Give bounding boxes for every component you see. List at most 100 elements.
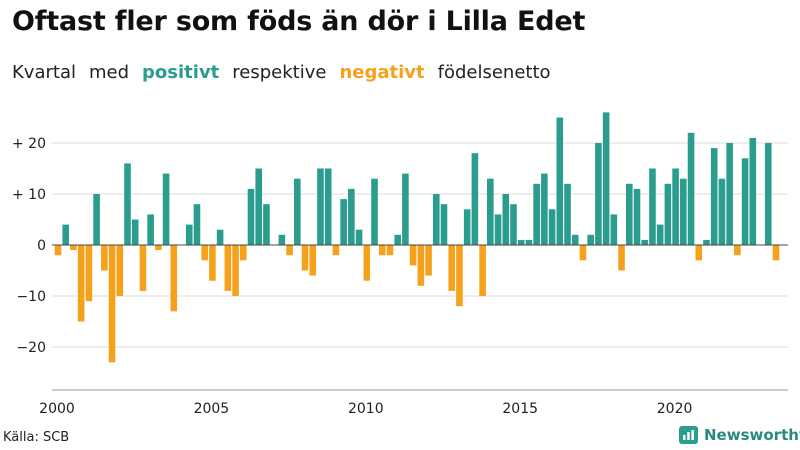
bar: [687, 132, 695, 245]
bar: [255, 168, 263, 245]
bar: [162, 173, 170, 245]
bar: [764, 143, 772, 245]
y-tick-label: −10: [16, 289, 46, 305]
x-tick-label: 2000: [39, 401, 75, 417]
source-note: Källa: SCB: [3, 430, 70, 445]
chart-title: Oftast fler som föds än dör i Lilla Edet: [12, 6, 586, 37]
bar: [417, 245, 425, 286]
bar: [294, 178, 301, 245]
y-tick-label: 0: [37, 238, 46, 254]
bar: [54, 245, 62, 256]
bar: [656, 224, 664, 245]
bar: [155, 245, 162, 251]
bar: [517, 239, 525, 245]
bar: [409, 245, 417, 266]
bar: [278, 234, 286, 245]
subtitle-word: med: [88, 62, 130, 83]
bar: [734, 245, 741, 256]
bar: [595, 143, 602, 245]
bar: [533, 183, 540, 245]
bar: [471, 153, 479, 245]
bar: [124, 163, 131, 245]
bar: [139, 245, 147, 291]
bar: [587, 234, 594, 245]
bar: [378, 245, 386, 256]
bar: [556, 117, 564, 245]
bar: [170, 245, 178, 312]
bar: [201, 245, 208, 261]
bar: [216, 229, 224, 245]
subtitle-word: födelsenetto: [437, 62, 551, 83]
subtitle-word: Kvartal: [12, 62, 76, 83]
bar: [525, 239, 533, 245]
bar: [108, 245, 116, 363]
bar: [332, 245, 340, 256]
bar: [348, 188, 355, 245]
bar: [286, 245, 293, 256]
bar: [649, 168, 656, 245]
bar: [101, 245, 108, 271]
bar: [456, 245, 463, 307]
bar: [70, 245, 77, 251]
bar: [324, 168, 332, 245]
chart-subtitle: Kvartal med positivt respektive negativt föde…: [12, 62, 564, 83]
y-tick-label: −20: [16, 340, 46, 356]
bar: [579, 245, 587, 261]
bar: [718, 178, 726, 245]
x-tick-label: 2020: [657, 401, 693, 417]
bar: [541, 173, 548, 245]
x-tick-label: 2015: [502, 401, 538, 417]
y-tick-label: + 10: [12, 187, 46, 203]
bar: [695, 245, 703, 261]
bar: [440, 204, 448, 245]
bar: [749, 137, 757, 245]
bar: [618, 245, 625, 271]
bar: [147, 214, 154, 245]
bar: [703, 239, 710, 245]
brand-name: Newsworthy: [704, 426, 800, 444]
bar: [641, 239, 649, 245]
bar: [664, 183, 672, 245]
bar: [309, 245, 317, 276]
bar: [193, 204, 201, 245]
bar: [355, 229, 363, 245]
bar: [340, 199, 347, 245]
newsworthy-brand: Newsworthy: [679, 426, 800, 444]
bar: [116, 245, 124, 296]
bar: [185, 224, 193, 245]
bar: [571, 234, 579, 245]
x-tick-label: 2005: [194, 401, 230, 417]
subtitle-word: respektive: [232, 62, 327, 83]
bar: [487, 178, 494, 245]
bar: [62, 224, 70, 245]
newsworthy-logo-icon: [679, 426, 698, 444]
bar: [510, 204, 517, 245]
bar: [564, 183, 571, 245]
bar: [371, 178, 378, 245]
bar: [633, 188, 641, 245]
bar: [317, 168, 324, 245]
y-tick-label: + 20: [12, 136, 46, 152]
bar: [85, 245, 93, 302]
bar: [463, 209, 471, 245]
bar: [93, 194, 100, 245]
bar: [301, 245, 309, 271]
bar: [672, 168, 679, 245]
bar: [680, 178, 687, 245]
bar: [402, 173, 409, 245]
bar: [77, 245, 85, 322]
bar: [625, 183, 633, 245]
subtitle-positive-label: positivt: [142, 62, 220, 83]
bar: [741, 158, 749, 245]
bar: [448, 245, 456, 291]
bar: [247, 188, 255, 245]
bar: [209, 245, 216, 281]
bar: [263, 204, 270, 245]
bar: [432, 194, 440, 245]
bar: [710, 148, 718, 245]
bar: [425, 245, 432, 276]
bar: [386, 245, 394, 256]
bar: [131, 219, 139, 245]
subtitle-negative-label: negativt: [339, 62, 425, 83]
